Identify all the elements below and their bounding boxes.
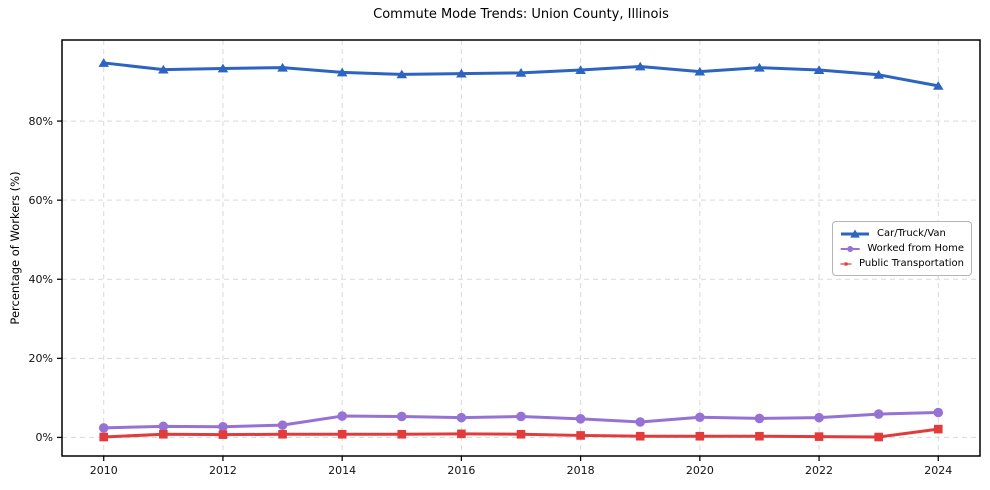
x-tick-label: 2014: [328, 464, 356, 477]
legend-label: Worked from Home: [867, 242, 964, 254]
marker-car-truck-van: [515, 68, 527, 77]
x-tick-label: 2024: [924, 464, 952, 477]
marker-car-truck-van: [754, 62, 765, 72]
marker-car-truck-van: [217, 63, 229, 73]
marker-public-transportation: [695, 431, 705, 441]
chart-title: Commute Mode Trends: Union County, Illin…: [373, 7, 669, 22]
marker-worked-from-home: [575, 414, 586, 424]
legend-label: Car/Truck/Van: [877, 227, 946, 239]
marker-public-transportation: [278, 429, 287, 439]
marker-public-transportation: [755, 431, 764, 441]
x-tick-label: 2016: [447, 464, 475, 477]
marker-worked-from-home: [516, 411, 526, 422]
marker-worked-from-home: [218, 421, 228, 432]
marker-public-transportation: [933, 424, 943, 434]
y-tick-label: 80%: [29, 115, 53, 128]
marker-car-truck-van: [336, 67, 348, 77]
triangle-glyph: [850, 229, 860, 238]
legend-circle-icon: [840, 245, 860, 252]
circle-glyph: [847, 245, 854, 252]
square-glyph: [844, 261, 848, 266]
marker-public-transportation: [337, 429, 347, 439]
legend-label: Public Transportation: [859, 257, 964, 269]
y-tick-label: 40%: [29, 273, 53, 286]
marker-worked-from-home: [635, 417, 646, 427]
marker-car-truck-van: [396, 69, 408, 79]
marker-public-transportation: [874, 432, 883, 442]
y-tick-label: 20%: [29, 352, 53, 365]
legend-triangle-icon: [841, 229, 869, 238]
marker-worked-from-home: [933, 407, 944, 418]
marker-worked-from-home: [873, 409, 884, 419]
marker-car-truck-van: [98, 58, 110, 67]
marker-worked-from-home: [337, 411, 347, 421]
marker-car-truck-van: [456, 68, 467, 78]
marker-public-transportation: [397, 429, 407, 439]
x-tick-label: 2022: [805, 464, 833, 477]
marker-public-transportation: [218, 430, 228, 439]
marker-worked-from-home: [158, 421, 169, 432]
legend-square-icon: [840, 261, 852, 266]
marker-car-truck-van: [158, 64, 169, 74]
marker-worked-from-home: [396, 411, 407, 422]
y-tick-label: 0%: [36, 431, 53, 444]
x-tick-label: 2020: [686, 464, 714, 477]
marker-public-transportation: [814, 432, 824, 441]
x-tick-label: 2010: [90, 464, 118, 477]
marker-car-truck-van: [873, 69, 884, 79]
marker-worked-from-home: [754, 413, 765, 424]
marker-car-truck-van: [694, 66, 706, 76]
marker-public-transportation: [457, 429, 466, 439]
marker-public-transportation: [576, 431, 585, 440]
x-tick-label: 2012: [209, 464, 237, 477]
legend: Car/Truck/Van Worked from Home Public Tran…: [832, 221, 972, 276]
marker-public-transportation: [99, 432, 109, 442]
x-tick-label: 2018: [567, 464, 595, 477]
marker-car-truck-van: [932, 81, 944, 90]
legend-entry-worked-from-home: Worked from Home: [840, 243, 964, 255]
marker-car-truck-van: [813, 65, 825, 74]
marker-worked-from-home: [277, 420, 288, 430]
marker-car-truck-van: [634, 61, 646, 71]
marker-public-transportation: [516, 429, 526, 439]
marker-car-truck-van: [277, 62, 288, 72]
plot-border: [61, 39, 981, 457]
marker-car-truck-van: [575, 65, 586, 74]
marker-worked-from-home: [456, 412, 467, 423]
marker-public-transportation: [159, 429, 168, 439]
y-tick-label: 60%: [29, 194, 53, 207]
marker-worked-from-home: [98, 423, 109, 433]
marker-public-transportation: [635, 431, 645, 441]
legend-entry-public-transportation: Public Transportation: [840, 258, 964, 270]
marker-worked-from-home: [814, 412, 824, 423]
legend-entry-car-truck-van: Car/Truck/Van: [840, 228, 964, 240]
marker-worked-from-home: [695, 412, 705, 423]
